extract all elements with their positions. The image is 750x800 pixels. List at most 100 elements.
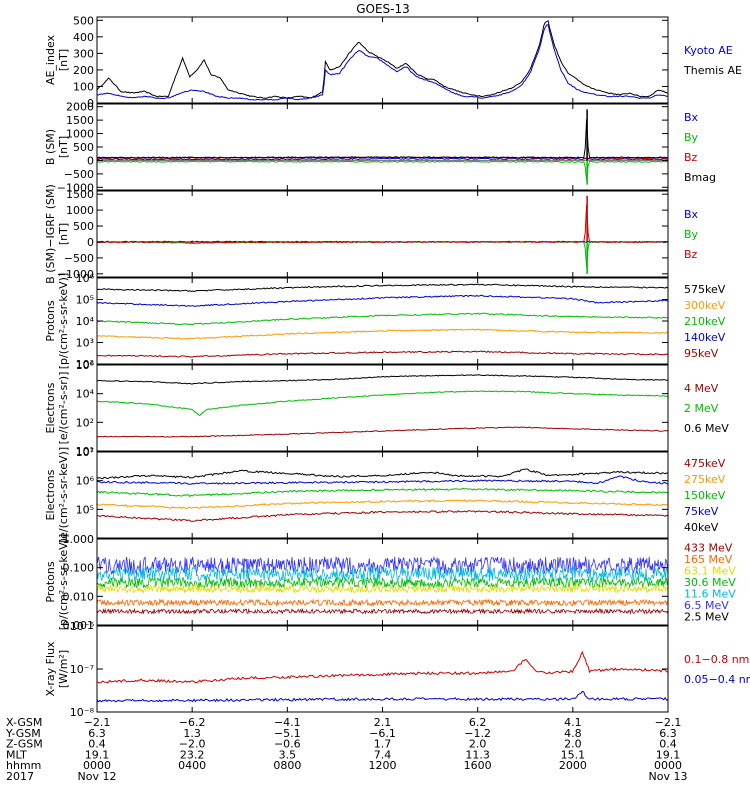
y-tick-label: 10³ xyxy=(76,337,94,350)
legend-entry: 275keV xyxy=(684,473,726,486)
y-tick-label: 10² xyxy=(76,416,94,429)
y-tick-label: 1000 xyxy=(66,204,94,217)
x-axis-value: 7.4 xyxy=(374,748,392,761)
x-axis-value: 0400 xyxy=(178,759,206,772)
legend-entry: 40keV xyxy=(684,521,719,534)
legend-entry: Bz xyxy=(684,151,698,164)
series-By xyxy=(97,240,668,268)
y-tick-label: 10⁴ xyxy=(76,315,95,328)
y-tick-label: 10⁵ xyxy=(76,503,94,516)
legend-entry: 63.1 MeV xyxy=(684,565,736,578)
y-tick-label: 10¹ xyxy=(76,445,94,458)
legend-entry: 4 MeV xyxy=(684,382,719,395)
y-axis-label: [W/m²] xyxy=(57,650,70,688)
y-tick-label: 10⁵ xyxy=(76,294,94,307)
plot-title: GOES-13 xyxy=(356,2,410,16)
x-axis-value: −2.1 xyxy=(655,716,682,729)
y-axis-label: Electrons xyxy=(44,469,57,520)
y-tick-label: 0 xyxy=(87,97,94,110)
x-axis-value: 2.0 xyxy=(469,738,487,751)
x-axis-value: 4.1 xyxy=(564,716,582,729)
y-tick-label: 10² xyxy=(76,358,94,371)
legend-entry: 475keV xyxy=(684,457,726,470)
series-75keV xyxy=(97,475,668,485)
y-axis-label: Protons xyxy=(44,561,57,602)
panel-xray: 10⁻⁸ 10⁻⁷ 10⁻⁶ X-ray Flux [W/m²] 0.1−0.8 nm 0.… xyxy=(44,620,750,719)
y-axis-label: [nT] xyxy=(57,49,70,71)
series-Kyoto AE xyxy=(97,24,668,101)
y-tick-label: −1000 xyxy=(57,181,94,194)
series-40keV xyxy=(97,468,668,480)
y-axis-label: [e/(cm²-s-sr)] xyxy=(57,372,70,445)
plot-area xyxy=(97,374,668,438)
panel-protons_mev: 0.001 0.010 0.100 1.000 Protons [p/(cm²-s-sr-… xyxy=(44,533,736,632)
legend-entry: 0.05−0.4 nm xyxy=(684,673,750,686)
series-165 MeV xyxy=(97,598,668,607)
panel-frame xyxy=(96,103,669,191)
series-2 MeV xyxy=(97,390,668,417)
y-tick-label: 1.000 xyxy=(63,533,95,546)
plot-area xyxy=(97,109,668,185)
legend-entry: Themis AE xyxy=(683,64,742,77)
legend-entry: 11.6 MeV xyxy=(684,587,736,600)
x-axis-value: 6.2 xyxy=(469,716,487,729)
y-tick-label: 10⁶ xyxy=(76,359,95,372)
y-axis-label: [p/(cm²-s-sr-keV)] xyxy=(57,534,70,631)
x-axis-value: 1.7 xyxy=(374,738,392,751)
y-tick-label: 10⁻⁷ xyxy=(70,663,94,676)
x-axis-row-label: Y-GSM xyxy=(5,727,41,740)
series-150keV xyxy=(97,487,668,498)
legend-entry: 30.6 MeV xyxy=(684,576,736,589)
legend-entry: 210keV xyxy=(684,315,726,328)
legend-entry: 95keV xyxy=(684,347,719,360)
panel-protons: 10² 10³ 10⁴ 10⁵ 10⁶ Protons [p/(cm²-s-sr-keV)]… xyxy=(44,272,726,371)
panel-frame xyxy=(96,625,669,713)
x-axis-value: Nov 13 xyxy=(649,770,688,783)
series-By xyxy=(97,160,668,181)
x-axis-value: 11.3 xyxy=(465,748,490,761)
y-tick-label: 400 xyxy=(73,31,94,44)
series-6.5 MeV xyxy=(97,555,668,576)
plot-area xyxy=(97,555,668,615)
y-tick-label: 0.001 xyxy=(63,619,95,632)
y-tick-label: 0.010 xyxy=(63,590,95,603)
y-tick-label: 10⁶ xyxy=(76,475,95,488)
y-tick-label: 0 xyxy=(87,236,94,249)
y-tick-label: 10⁻⁶ xyxy=(70,620,95,633)
series-275keV xyxy=(97,499,668,510)
panel-ae: 0 100 200 300 400 500 AE_index [nT] Kyoto AE Them… xyxy=(44,14,742,110)
y-axis-label: Electrons xyxy=(44,382,57,433)
legend-entry: 75keV xyxy=(684,505,719,518)
plot-area xyxy=(97,20,668,101)
y-axis-label: [e/(cm²-s-sr-keV)] xyxy=(57,447,70,543)
panel-electrons_mev: 10¹ 10² 10⁴ 10⁶ Electrons [e/(cm²-s-sr)] 4 MeV… xyxy=(44,359,729,458)
x-axis-row-label: hhmm xyxy=(6,759,41,772)
x-axis-value: 2.0 xyxy=(564,738,582,751)
x-axis-value: −1.2 xyxy=(464,727,491,740)
series-4 MeV xyxy=(97,426,668,438)
series-210keV xyxy=(97,312,668,326)
y-tick-label: −1000 xyxy=(57,268,94,281)
plot-area xyxy=(97,650,668,703)
x-axis-row-label: 2017 xyxy=(6,770,34,783)
x-axis-value: 15.1 xyxy=(561,748,586,761)
y-tick-label: 1000 xyxy=(66,128,94,141)
panel-electrons_kev: 10⁵ 10⁶ 10⁷ Electrons [e/(cm²-s-sr-keV)] 475k… xyxy=(44,446,726,543)
x-axis-row-label: MLT xyxy=(6,748,27,761)
series-575keV xyxy=(97,283,668,293)
x-axis-value: 2000 xyxy=(559,759,587,772)
x-axis-value: 1200 xyxy=(369,759,397,772)
y-axis-label: Protons xyxy=(44,300,57,341)
x-axis-value: 1.3 xyxy=(183,727,201,740)
legend-entry: 300keV xyxy=(684,299,726,312)
series-Bx xyxy=(97,157,668,161)
series-11.6 MeV xyxy=(97,565,668,583)
plot-area xyxy=(97,468,668,522)
legend-entry: 433 MeV xyxy=(684,542,733,555)
legend-entry: 2.5 MeV xyxy=(684,610,729,623)
series-Themis AE xyxy=(97,20,668,99)
y-tick-label: 10⁻⁸ xyxy=(70,706,95,719)
y-tick-label: 1500 xyxy=(66,114,94,127)
